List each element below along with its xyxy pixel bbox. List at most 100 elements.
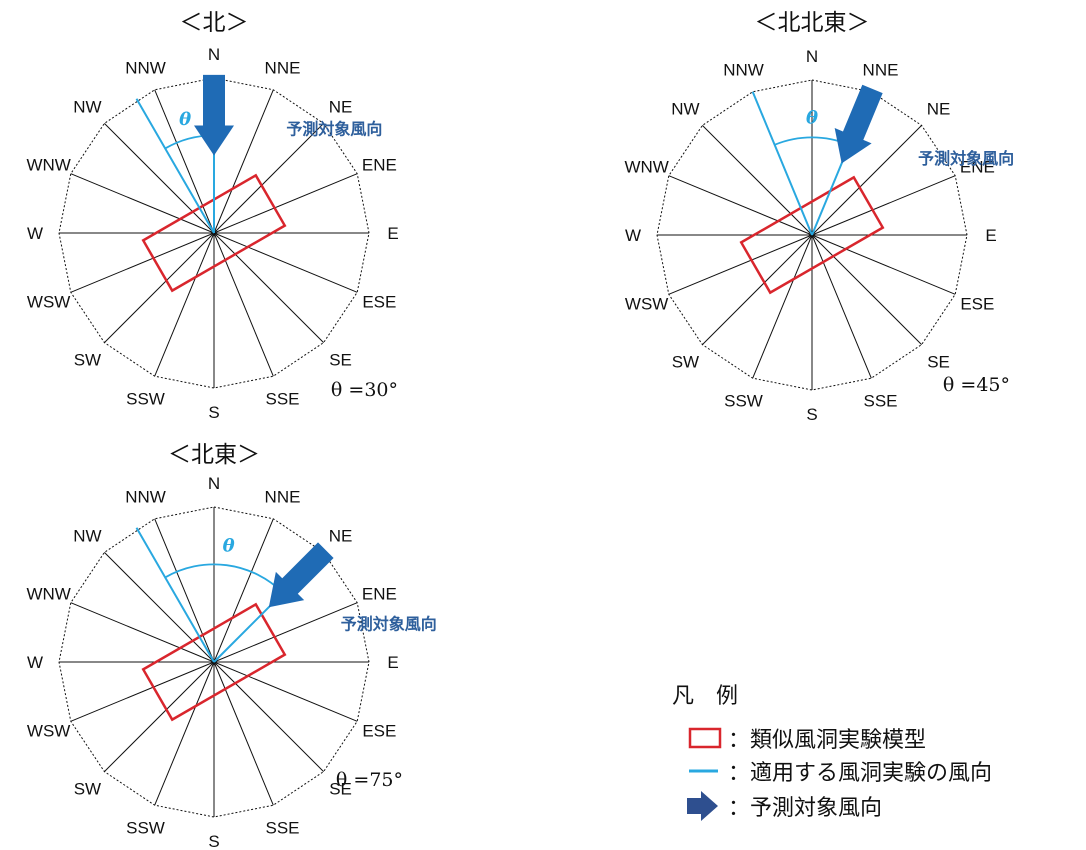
direction-label-w: W bbox=[625, 226, 641, 245]
direction-label-ssw: SSW bbox=[126, 818, 165, 837]
rose-spoke bbox=[213, 518, 274, 663]
rose-spoke bbox=[811, 125, 922, 236]
direction-label-se: SE bbox=[927, 353, 950, 372]
direction-label-nne: NNE bbox=[265, 59, 301, 78]
direction-label-ssw: SSW bbox=[724, 391, 763, 410]
theta-value: θ =75° bbox=[336, 769, 403, 791]
rose-spoke bbox=[668, 175, 813, 236]
wind-rose-nne: ＜北北東＞ N NNE NE ENE E ESE SE SSE S SSW SW WSW W WNW NW NN… bbox=[624, 10, 1014, 424]
rose-spoke bbox=[154, 89, 215, 234]
rose-spoke bbox=[213, 89, 274, 234]
direction-label-nw: NW bbox=[671, 99, 699, 118]
legend-title: 凡 例 bbox=[672, 684, 738, 709]
direction-label-sse: SSE bbox=[863, 391, 897, 410]
pred-direction-label: 予測対象風向 bbox=[341, 614, 437, 633]
direction-label-wnw: WNW bbox=[624, 157, 668, 176]
pred-arrow-icon bbox=[268, 542, 334, 608]
diagram-title: ＜北＞ bbox=[180, 10, 249, 36]
direction-label-s: S bbox=[806, 405, 817, 424]
rose-spoke bbox=[154, 661, 215, 806]
rose-spoke bbox=[213, 232, 274, 377]
direction-label-se: SE bbox=[329, 780, 352, 799]
pred-direction-label: 予測対象風向 bbox=[286, 119, 382, 138]
rose-outline bbox=[58, 506, 370, 818]
rose-spoke bbox=[702, 234, 813, 345]
rose-spoke bbox=[811, 175, 956, 236]
direction-label-s: S bbox=[208, 403, 219, 422]
direction-label-wsw: WSW bbox=[27, 722, 70, 741]
direction-label-n: N bbox=[208, 45, 220, 64]
rose-spoke bbox=[104, 661, 215, 772]
rose-spoke bbox=[70, 232, 215, 293]
direction-label-ene: ENE bbox=[362, 584, 397, 603]
theta-value: θ =30° bbox=[331, 379, 398, 401]
rose-spoke bbox=[213, 661, 358, 722]
wind-rose-ne: ＜北東＞ N NNE NE ENE E ESE SE SSE S SSW SW WSW W WNW NW NNW… bbox=[26, 442, 436, 850]
applied-wind-line bbox=[135, 527, 215, 663]
rose-spoke bbox=[213, 661, 274, 806]
legend-pred-arrow-icon bbox=[687, 791, 718, 821]
direction-label-nnw: NNW bbox=[125, 488, 166, 507]
theta-arc bbox=[164, 563, 284, 594]
legend-item-wind-line: ：適用する風洞実験の風向 bbox=[728, 761, 992, 786]
diagram-title: ＜北東＞ bbox=[168, 442, 260, 468]
rose-spoke bbox=[213, 173, 358, 234]
direction-label-sw: SW bbox=[74, 351, 101, 370]
legend-item-model: ：類似風洞実験模型 bbox=[728, 728, 926, 753]
direction-label-ene: ENE bbox=[960, 157, 995, 176]
direction-label-ene: ENE bbox=[362, 155, 397, 174]
direction-label-nnw: NNW bbox=[723, 61, 764, 80]
direction-label-wnw: WNW bbox=[26, 155, 70, 174]
direction-label-nne: NNE bbox=[265, 488, 301, 507]
pred-direction-label: 予測対象風向 bbox=[918, 149, 1014, 168]
applied-wind-line bbox=[751, 91, 813, 236]
direction-label-nne: NNE bbox=[863, 61, 899, 80]
direction-label-wsw: WSW bbox=[27, 293, 70, 312]
rose-spoke bbox=[213, 123, 324, 234]
rose-spoke bbox=[702, 125, 813, 236]
direction-label-nw: NW bbox=[73, 97, 101, 116]
direction-label-ne: NE bbox=[329, 526, 353, 545]
direction-label-wsw: WSW bbox=[625, 295, 668, 314]
wind-rose-north: ＜北＞ N NNE NE ENE E ESE SE SSE S SSW SW WSW W WNW NW NNW θ… bbox=[26, 10, 398, 422]
direction-label-ese: ESE bbox=[362, 722, 396, 741]
direction-label-ne: NE bbox=[927, 99, 951, 118]
direction-label-ne: NE bbox=[329, 97, 353, 116]
direction-label-n: N bbox=[208, 474, 220, 493]
rose-spoke bbox=[70, 602, 215, 663]
rose-outline bbox=[656, 79, 968, 391]
applied-wind-line bbox=[135, 98, 215, 234]
theta-symbol: θ bbox=[806, 107, 818, 128]
direction-label-e: E bbox=[387, 653, 398, 672]
direction-label-e: E bbox=[387, 224, 398, 243]
rose-spoke bbox=[811, 234, 956, 295]
direction-label-w: W bbox=[27, 653, 43, 672]
rose-outline bbox=[58, 77, 370, 389]
rose-spoke bbox=[811, 234, 872, 379]
rose-spoke bbox=[668, 234, 813, 295]
direction-label-ese: ESE bbox=[362, 293, 396, 312]
direction-label-n: N bbox=[806, 47, 818, 66]
rose-spoke bbox=[213, 661, 324, 772]
rose-spoke bbox=[70, 661, 215, 722]
rose-spoke bbox=[213, 602, 358, 663]
wind-tunnel-model-rect bbox=[739, 175, 885, 295]
rose-spoke bbox=[752, 234, 813, 379]
diagram-title: ＜北北東＞ bbox=[755, 10, 870, 36]
direction-label-sse: SSE bbox=[265, 818, 299, 837]
rose-spoke bbox=[154, 518, 215, 663]
direction-label-nw: NW bbox=[73, 526, 101, 545]
direction-label-wnw: WNW bbox=[26, 584, 70, 603]
pred-arrow-icon bbox=[194, 74, 234, 156]
direction-label-sse: SSE bbox=[265, 389, 299, 408]
pred-arrow-icon bbox=[834, 84, 883, 164]
direction-label-se: SE bbox=[329, 351, 352, 370]
rose-spoke bbox=[213, 232, 358, 293]
rose-spoke bbox=[104, 552, 215, 663]
direction-label-s: S bbox=[208, 832, 219, 850]
legend-model-rect-icon bbox=[688, 727, 722, 749]
direction-label-w: W bbox=[27, 224, 43, 243]
direction-label-nnw: NNW bbox=[125, 59, 166, 78]
rose-spoke bbox=[70, 173, 215, 234]
